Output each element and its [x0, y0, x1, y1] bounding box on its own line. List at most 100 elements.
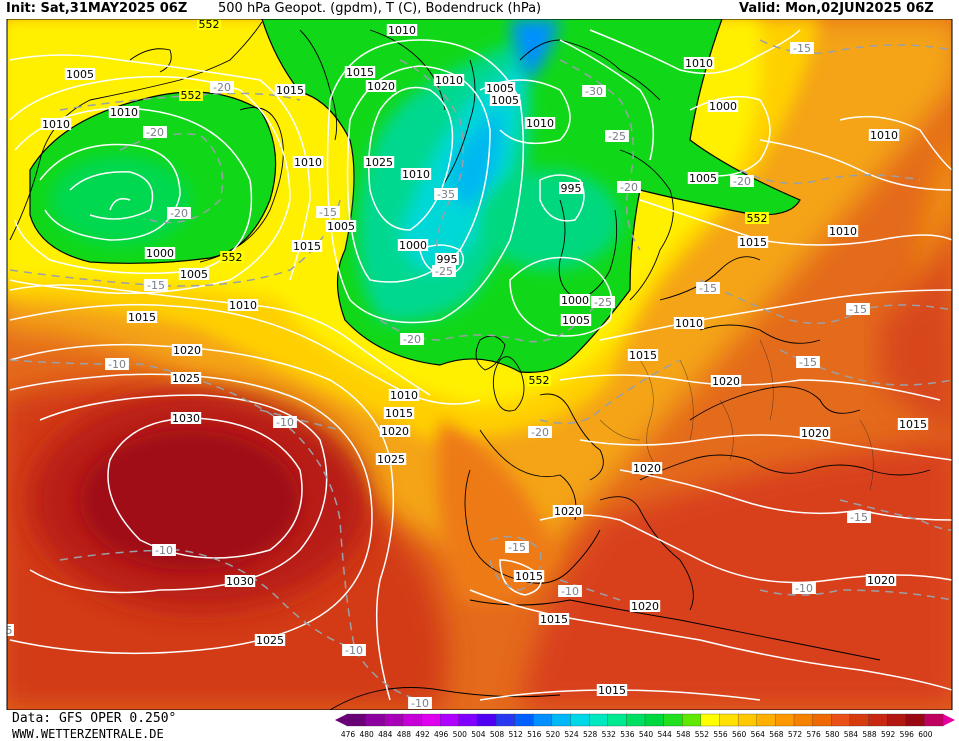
temperature-label: -20	[730, 175, 754, 188]
contour-552-label-text: 552	[222, 251, 243, 264]
temperature-label: -20	[617, 181, 641, 194]
temperature-label-text: -35	[437, 188, 455, 201]
temperature-label-text: -15	[850, 511, 868, 524]
temperature-label-box	[528, 426, 552, 438]
isobar-label-box	[524, 117, 556, 129]
isobar-label-box	[560, 314, 592, 326]
isobar-label-text: 1020	[633, 462, 661, 475]
temperature-label-text: -15	[508, 541, 526, 554]
temperature-label-box	[434, 188, 458, 200]
isobar-label-box	[64, 68, 96, 80]
legend-tick-label: 588	[862, 730, 877, 739]
isobar-label-text: 1015	[739, 236, 767, 249]
temperature-label-text: -10	[345, 644, 363, 657]
isobar-label: 1015	[513, 570, 545, 583]
isobar-label-box	[683, 57, 715, 69]
website-label: WWW.WETTERZENTRALE.DE	[12, 727, 164, 741]
legend-tick-label: 480	[359, 730, 374, 739]
temperature-label-box	[210, 81, 234, 93]
isobar-label-box	[629, 600, 661, 612]
isobar-label-text: 1005	[562, 314, 590, 327]
legend-arrow-left	[335, 714, 347, 726]
legend-swatch	[700, 713, 721, 727]
legend-tick-label: 564	[751, 730, 766, 739]
isobar-label-text: 1010	[675, 317, 703, 330]
isobar-label: 1020	[365, 80, 397, 93]
isobar-label-box	[108, 106, 140, 118]
legend-tick-label: 532	[602, 730, 617, 739]
temperature-label: -15	[790, 42, 814, 55]
isobar-label-text: 1020	[801, 427, 829, 440]
legend-tick-label: 484	[378, 730, 393, 739]
temperature-label-box	[790, 42, 814, 54]
isobar-label-box	[827, 225, 859, 237]
isobar-label-text: 1025	[172, 372, 200, 385]
isobar-label: 1025	[254, 634, 286, 647]
isobar-label-text: 1010	[229, 299, 257, 312]
temperature-label-box	[696, 282, 720, 294]
isobar-label-text: 1015	[598, 684, 626, 697]
isobar-label-text: 1015	[629, 349, 657, 362]
temperature-label: -15	[144, 279, 168, 292]
temperature-label: -25	[605, 130, 629, 143]
isobar-label: 1005	[484, 82, 516, 95]
isobar-label-text: 1020	[367, 80, 395, 93]
color-legend: 476 480 484 488 492 496 500 504 508 512 516 520 524 5…	[335, 713, 955, 739]
isobar-label: 1020	[552, 505, 584, 518]
isobar-label-box	[363, 156, 395, 168]
isobar-label-box	[344, 66, 376, 78]
isobar-label-text: 1015	[540, 613, 568, 626]
temperature-label: -10	[408, 697, 432, 710]
map-footer: Data: GFS OPER 0.250° WWW.WETTERZENTRALE…	[0, 710, 959, 741]
isobar-label-box	[897, 418, 929, 430]
isobar-label: 1005	[489, 94, 521, 107]
legend-tick-label: 592	[881, 730, 896, 739]
isobar-label: 1015	[737, 236, 769, 249]
temperature-label-box	[408, 697, 432, 709]
temperature-label-box	[796, 356, 820, 368]
legend-swatch	[886, 713, 907, 727]
valid-time-label: Valid: Mon,02JUN2025 06Z	[739, 1, 934, 16]
isobar-label: 1000	[144, 247, 176, 260]
legend-swatch	[868, 713, 888, 727]
isobar-label-box	[40, 118, 72, 130]
isobar-label: 1015	[538, 613, 570, 626]
isobar-label-box	[126, 311, 158, 323]
isobar-label-text: 1005	[486, 82, 514, 95]
legend-tick-label: 492	[415, 730, 430, 739]
temperature-label: -20	[210, 81, 234, 94]
isobar-label-text: 1015	[128, 311, 156, 324]
isobar-label: 1010	[388, 389, 420, 402]
isobar-label-text: 1020	[867, 574, 895, 587]
isobar-label-box	[291, 240, 323, 252]
isobar-label: 1015	[344, 66, 376, 79]
isobar-label: 1005	[560, 314, 592, 327]
legend-tick-label: 516	[527, 730, 542, 739]
temperature-label-box	[152, 544, 176, 556]
isobar-label-text: 1005	[491, 94, 519, 107]
isobar-label-box	[538, 613, 570, 625]
isobar-label-text: 1025	[256, 634, 284, 647]
isobar-label-text: 1000	[561, 294, 589, 307]
legend-swatch	[365, 713, 385, 727]
temperature-label-text: -15	[699, 282, 717, 295]
legend-swatch	[607, 713, 628, 727]
legend-tick-label: 488	[397, 730, 412, 739]
legend-tick-label: 580	[825, 730, 840, 739]
isobar-label-box	[707, 100, 739, 112]
isobar-label: 1005	[178, 268, 210, 281]
legend-swatch	[663, 713, 683, 727]
isobar-label-text: 1000	[146, 247, 174, 260]
legend-swatch	[626, 713, 646, 727]
temperature-label-text: -20	[620, 181, 638, 194]
legend-tick-label: 596	[900, 730, 915, 739]
temperature-label: -15	[316, 206, 340, 219]
legend-swatch	[402, 713, 423, 727]
temperature-label-box	[582, 85, 606, 97]
temperature-label-box	[167, 207, 191, 219]
isobar-label-text: 1020	[712, 375, 740, 388]
temperature-label: -25	[591, 296, 615, 309]
temperature-label-box	[792, 582, 816, 594]
